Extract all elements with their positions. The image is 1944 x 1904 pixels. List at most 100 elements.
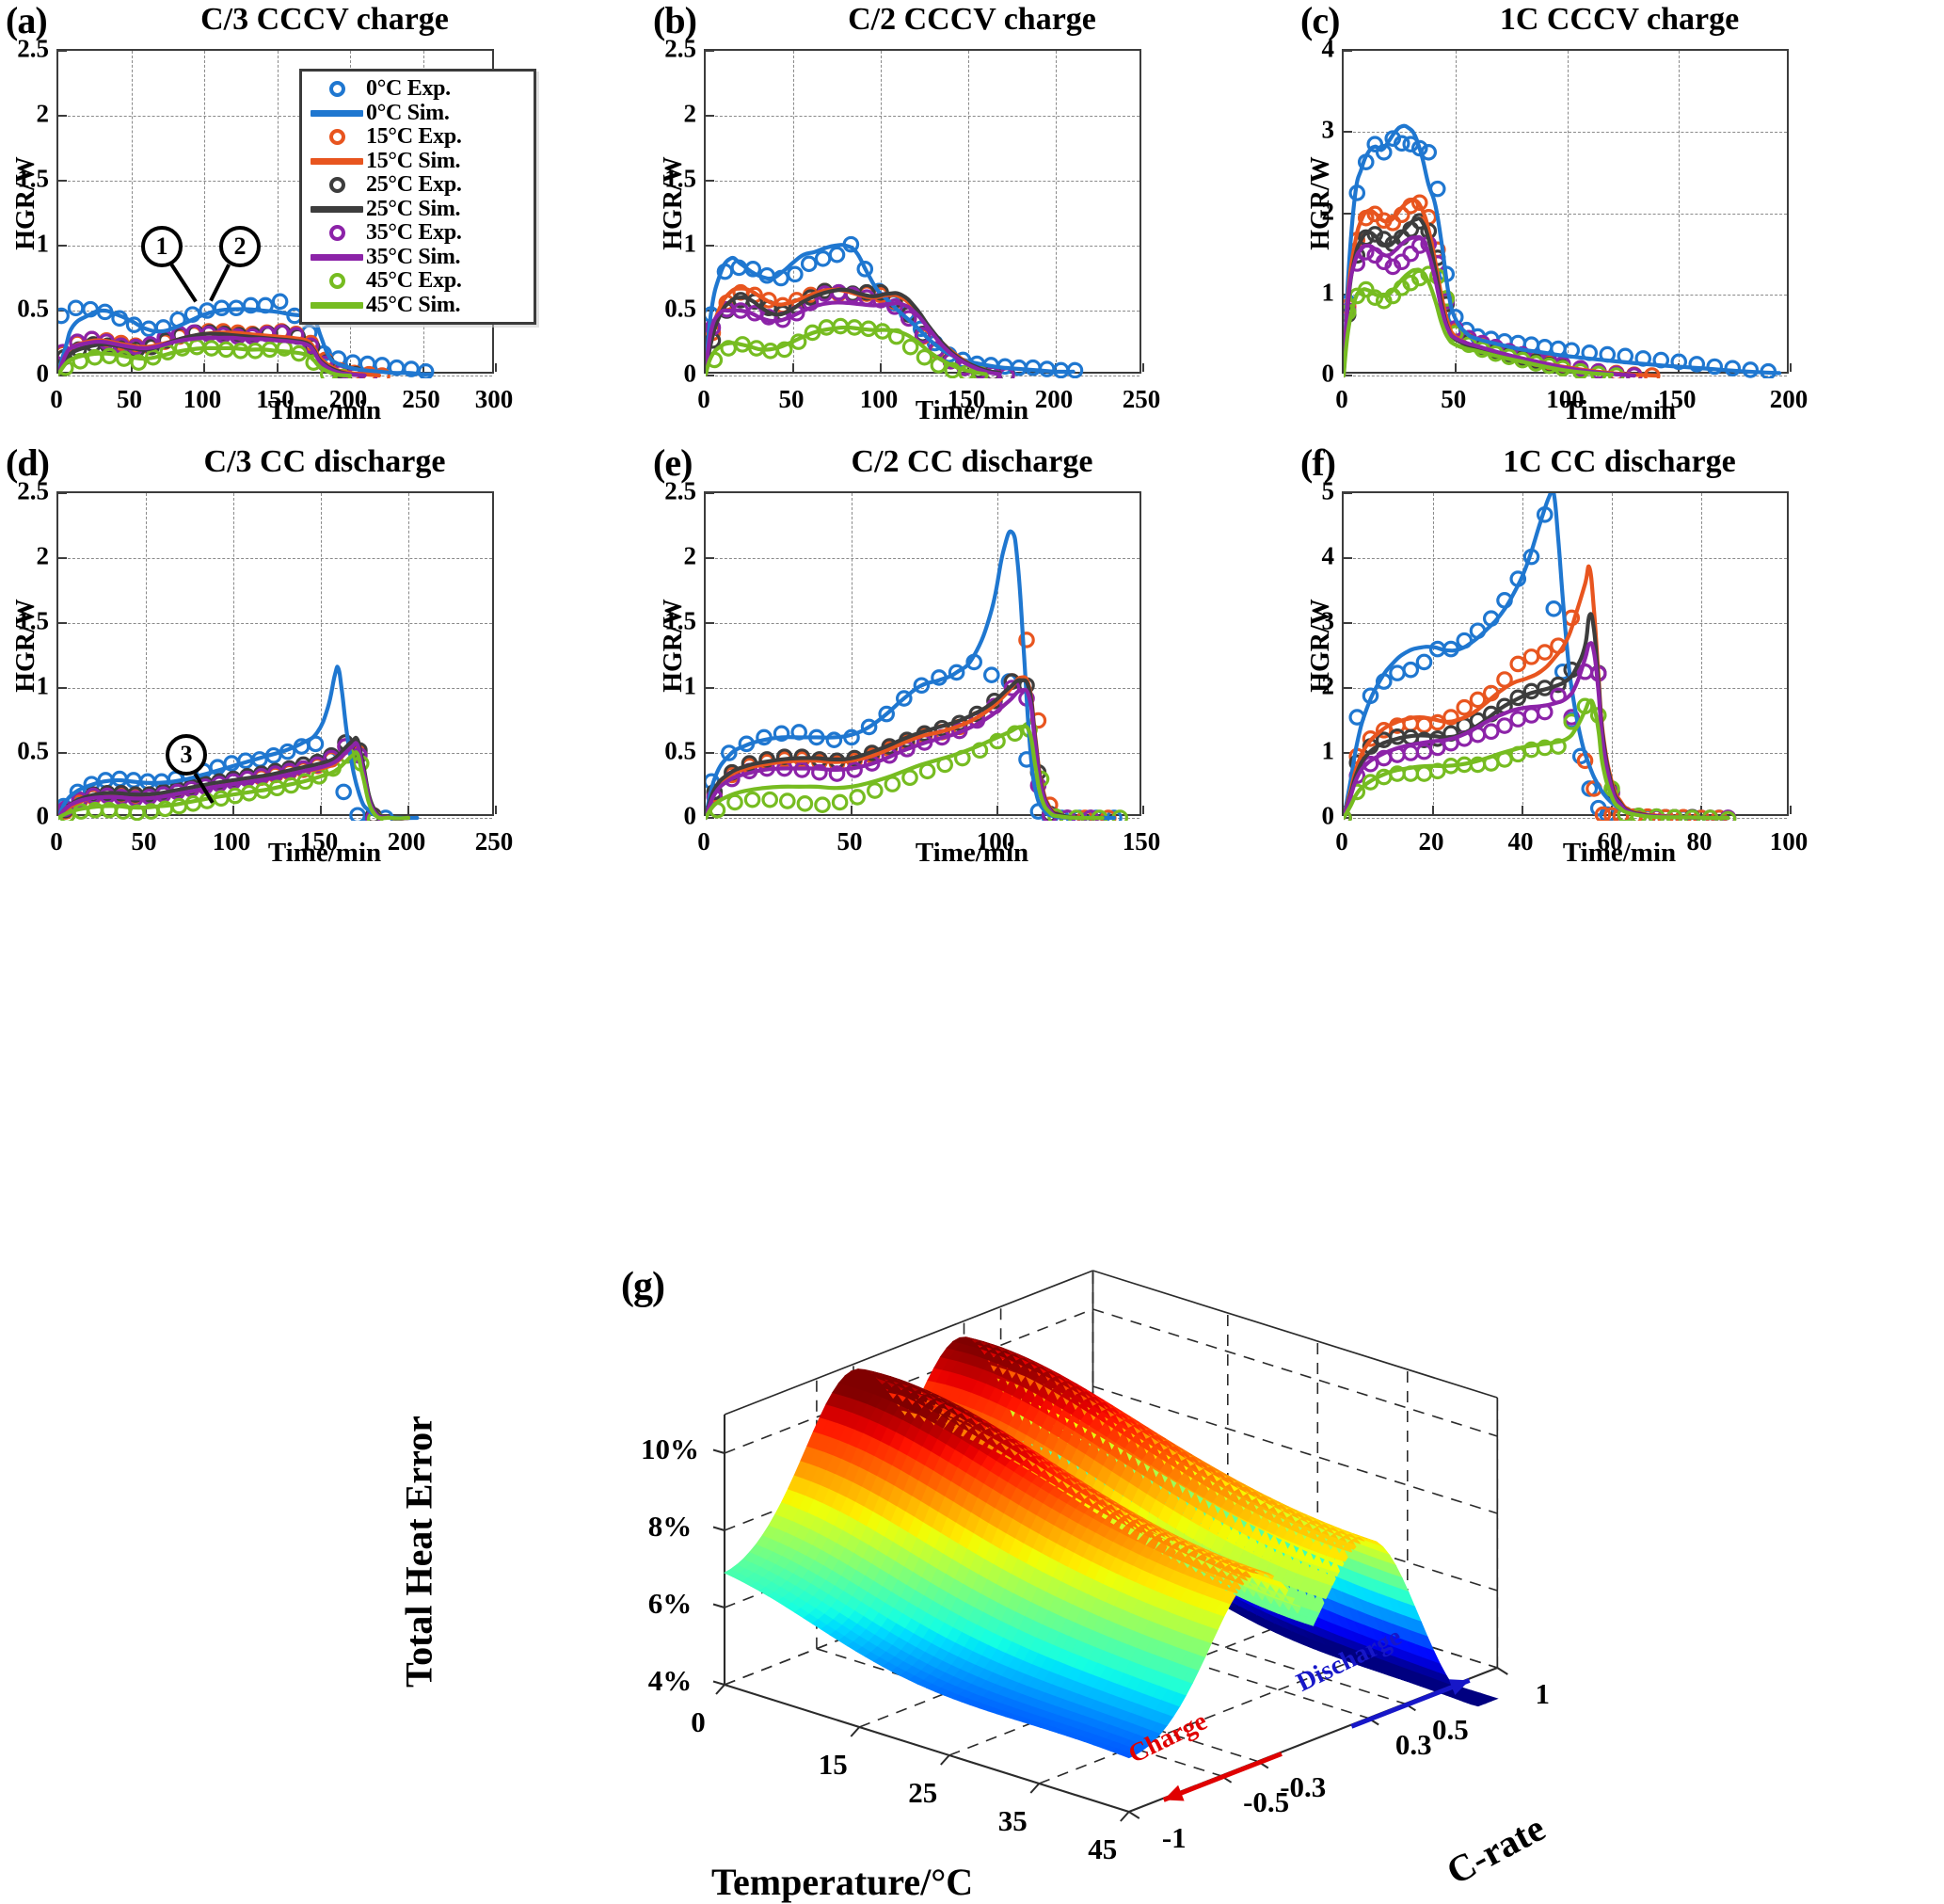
x-tick-label: 100: [1769, 827, 1809, 856]
data-marker: [878, 705, 895, 723]
data-marker: [1456, 698, 1474, 716]
data-marker: [1344, 809, 1352, 821]
data-marker: [982, 666, 1000, 683]
panel-f-xlabel: Time/min: [1562, 838, 1677, 868]
charge-arrow-shaft: [1162, 1752, 1283, 1802]
x-tick-label: 40: [1507, 827, 1534, 856]
series-line: [1344, 612, 1730, 821]
grid-3d-back-wall: [1092, 1308, 1498, 1437]
legend-line-swatch: [311, 157, 363, 165]
data-marker: [796, 795, 814, 812]
x-tick-label: 100: [976, 827, 1015, 856]
y-tickmark: [58, 375, 67, 376]
series-line: [58, 741, 411, 821]
legend-item-label: 15°C Sim.: [366, 148, 461, 173]
crate-tickmark-3d: [1128, 1811, 1140, 1819]
legend-marker-key: [308, 177, 366, 194]
x-tickmark: [320, 806, 322, 814]
data-marker: [1688, 356, 1706, 373]
legend-line-key: [308, 205, 366, 213]
data-marker: [1509, 711, 1527, 728]
y-tick-label: 2: [683, 541, 697, 570]
x-tickmark: [1790, 363, 1792, 372]
z-tickmark-3d: [712, 1680, 725, 1686]
data-marker: [901, 338, 919, 356]
x-tick-label: 80: [1686, 827, 1713, 856]
x-tick-label: 250: [1122, 385, 1161, 413]
series-layer-d: [58, 664, 420, 821]
series-line: [1344, 123, 1782, 378]
y-tickmark: [58, 492, 67, 494]
data-marker: [860, 718, 878, 736]
y-tickmark: [1344, 687, 1352, 689]
data-marker: [1536, 644, 1554, 661]
crate-tick-label-3d: 1: [1535, 1677, 1551, 1710]
x-tick-label: 0: [1335, 827, 1348, 856]
x-tickmark: [996, 806, 998, 814]
data-marker: [867, 782, 884, 799]
x-tick-label: 250: [474, 827, 514, 856]
legend-line-swatch: [311, 109, 363, 117]
y-tickmark: [1344, 492, 1352, 494]
series-layer-b: [706, 235, 1084, 378]
grid-3d-left-wall: [724, 1308, 1093, 1454]
y-tickmark: [706, 622, 714, 624]
data-marker: [1366, 136, 1384, 152]
x-tickmark: [1790, 806, 1792, 814]
plot-area-c: [1342, 49, 1792, 378]
panel-f-letter: (f): [1300, 441, 1336, 484]
surface-facet: [1480, 1695, 1499, 1702]
temperature-tickmark-3d: [850, 1726, 861, 1737]
data-marker: [916, 348, 933, 366]
y-tickmark: [706, 180, 714, 182]
data-marker: [825, 731, 843, 749]
x-tick-label: 200: [328, 385, 368, 413]
x-tickmark: [792, 363, 794, 372]
data-marker: [1415, 765, 1433, 782]
data-marker: [349, 807, 366, 821]
data-marker: [1402, 245, 1420, 263]
x-tick-label: 0: [1335, 385, 1348, 413]
axis-top-back: [1092, 1270, 1498, 1399]
y-tick-label: 4: [1321, 34, 1335, 63]
data-marker: [856, 261, 874, 278]
y-tickmark: [58, 752, 67, 754]
y-tickmark: [58, 245, 67, 247]
data-marker: [1393, 253, 1410, 271]
legend-item-6: 35°C Exp.: [308, 220, 524, 246]
y-tickmark: [58, 115, 67, 117]
data-marker: [1522, 707, 1540, 724]
y-tick-label: 1: [683, 671, 697, 700]
x-tickmark: [495, 806, 497, 814]
legend-item-9: 45°C Sim.: [308, 293, 524, 318]
y-tick-label: 0.5: [17, 294, 49, 323]
data-marker: [1550, 738, 1567, 755]
y-tick-label: 0.5: [664, 294, 696, 323]
z-tickmark-3d: [712, 1526, 725, 1531]
series-line: [1344, 234, 1636, 378]
y-tickmark: [58, 557, 67, 559]
data-marker: [1550, 676, 1567, 694]
data-marker: [828, 246, 846, 264]
series-layer-a: [58, 293, 435, 378]
series-line: [706, 529, 1117, 821]
data-marker: [130, 354, 148, 371]
legend-marker-key: [308, 129, 366, 146]
temperature-tick-label-3d: 45: [1088, 1832, 1118, 1865]
y-tick-label: 1: [36, 671, 50, 700]
legend-marker-swatch: [328, 273, 345, 290]
series-line: [58, 735, 411, 821]
y-tick-label: 0.5: [664, 736, 696, 765]
series-line: [706, 724, 1105, 821]
z-tickmark-3d: [712, 1448, 725, 1454]
legend-marker-swatch: [328, 225, 345, 242]
data-marker: [58, 307, 70, 325]
data-marker: [1442, 709, 1459, 726]
series-line: [58, 345, 353, 378]
x-tick-label: 50: [778, 385, 805, 413]
data-marker: [914, 327, 932, 344]
x-tickmark: [1142, 363, 1144, 372]
x-tick-label: 100: [183, 385, 222, 413]
